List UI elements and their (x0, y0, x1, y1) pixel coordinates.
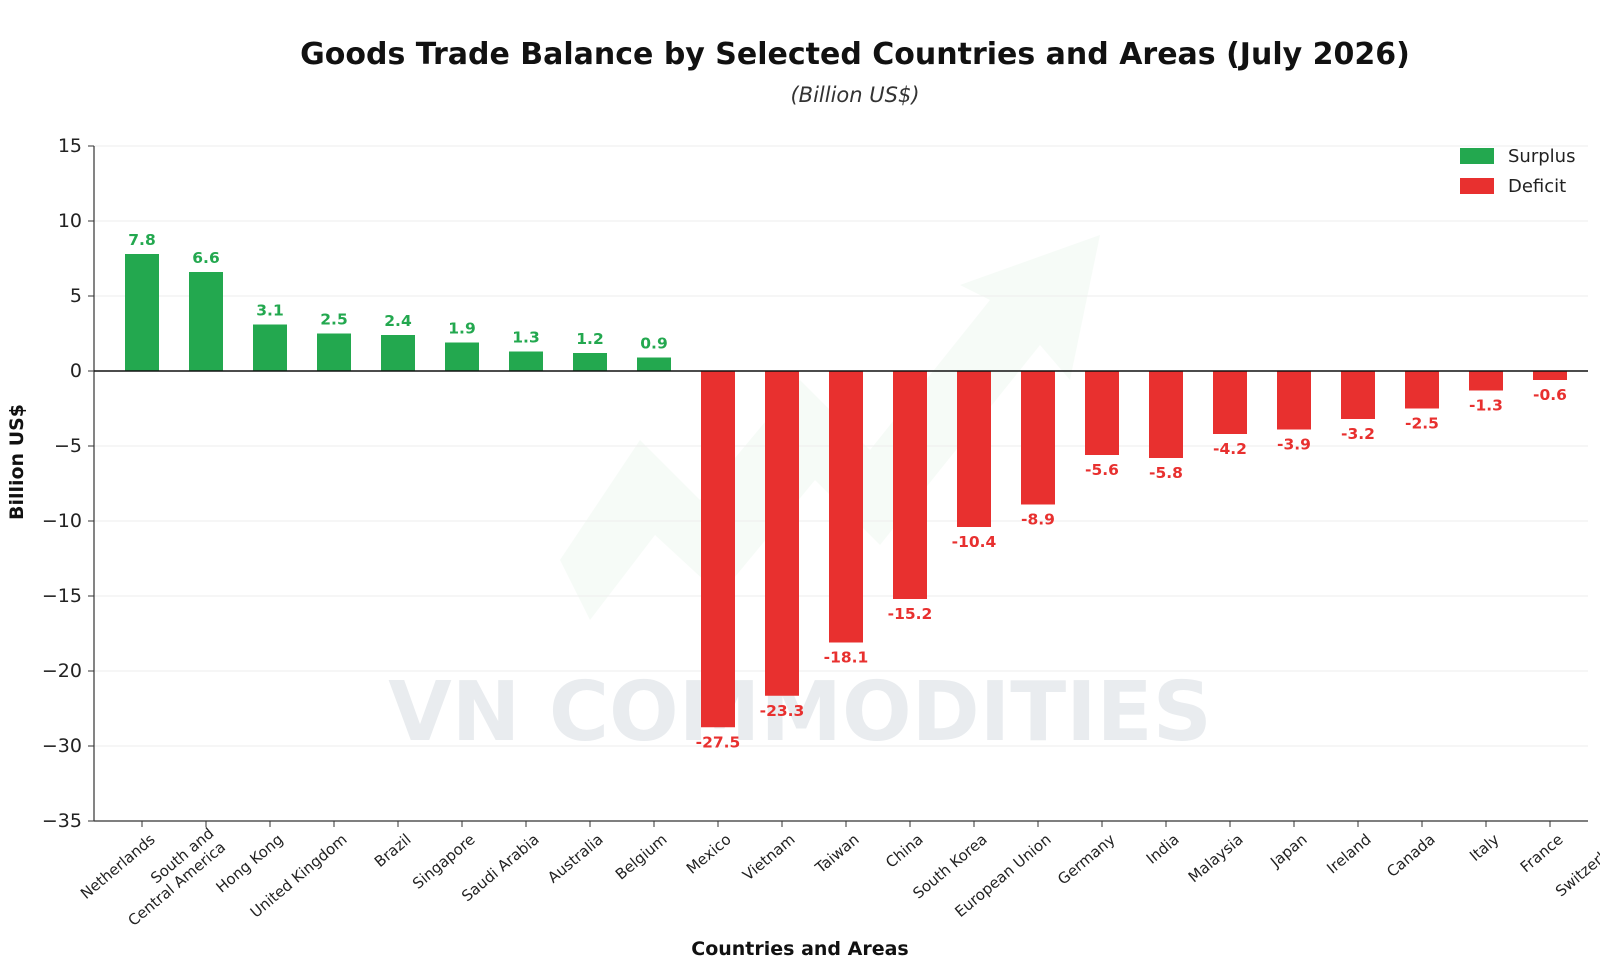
bar-south-korea (957, 371, 991, 527)
watermark-text: VN COMMODITIES (388, 665, 1212, 760)
y-tick-label: 15 (58, 135, 82, 157)
bar-south-and-central-america (189, 272, 223, 371)
legend-swatch (1460, 148, 1494, 164)
data-label: -5.8 (1149, 464, 1183, 482)
bar-taiwan (829, 371, 863, 643)
y-axis-ticks: 15 10 5 0 −5 −10 −15 −20 −30 −35 (42, 135, 94, 832)
bar-india (1149, 371, 1183, 458)
legend-label: Surplus (1508, 146, 1575, 167)
bar-vietnam (765, 371, 799, 696)
x-tick-label: China (882, 830, 926, 871)
bars (125, 254, 1567, 728)
y-tick-label: 0 (70, 360, 82, 382)
data-label: -2.5 (1405, 415, 1439, 433)
bar-netherlands (125, 254, 159, 371)
bar-brazil (381, 335, 415, 371)
data-label: 7.8 (128, 231, 155, 249)
data-label: 2.5 (320, 311, 347, 329)
axes (93, 146, 1588, 822)
bar-germany (1085, 371, 1119, 455)
data-label: 3.1 (256, 302, 283, 320)
bar-china (893, 371, 927, 599)
bar-ireland (1341, 371, 1375, 419)
data-label: -27.5 (696, 733, 741, 751)
data-label: -15.2 (888, 605, 933, 623)
bar-malaysia (1213, 371, 1247, 434)
x-axis-label: Countries and Areas (691, 938, 908, 960)
data-label: 2.4 (384, 312, 412, 330)
x-tick-label: Japan (1266, 830, 1310, 871)
y-tick-label: −15 (42, 585, 82, 607)
x-tick-label: Belgium (612, 830, 671, 883)
bar-mexico (701, 371, 735, 728)
y-tick-label: 10 (58, 210, 82, 232)
y-axis-label: Billion US$ (6, 404, 28, 520)
data-label: -1.3 (1469, 397, 1503, 415)
data-label: 6.6 (192, 249, 219, 267)
x-tick-label: France (1517, 830, 1567, 876)
y-tick-label: −35 (42, 810, 82, 832)
y-tick-label: −5 (54, 435, 82, 457)
data-label: 1.2 (576, 330, 603, 348)
bar-france (1533, 371, 1567, 380)
bar-singapore (445, 342, 479, 371)
data-label: 1.3 (512, 329, 539, 347)
data-label: -0.6 (1533, 386, 1567, 404)
x-tick-label: Netherlands (77, 830, 159, 903)
x-tick-label: Mexico (683, 830, 735, 877)
data-label: -18.1 (824, 649, 869, 667)
bar-hong-kong (253, 324, 287, 371)
y-tick-label: −20 (42, 660, 82, 682)
x-tick-label: South andCentral America (113, 824, 229, 930)
legend-label: Deficit (1508, 176, 1566, 197)
x-tick-label: Canada (1383, 830, 1438, 880)
bar-saudi-arabia (509, 351, 543, 371)
data-label: -8.9 (1021, 511, 1055, 529)
bar-european-union (1021, 371, 1055, 505)
x-tick-label: Malaysia (1185, 830, 1247, 886)
data-label: -3.9 (1277, 436, 1311, 454)
y-tick-label: −10 (42, 510, 82, 532)
x-tick-label: Germany (1054, 830, 1118, 888)
data-label: 1.9 (448, 320, 475, 338)
x-tick-label: Australia (544, 830, 606, 886)
chart-subtitle: (Billion US$) (790, 83, 919, 107)
chart-title: Goods Trade Balance by Selected Countrie… (300, 37, 1410, 72)
x-tick-label: Taiwan (811, 830, 862, 877)
bar-japan (1277, 371, 1311, 430)
data-label: 0.9 (640, 335, 667, 353)
x-tick-label: Italy (1466, 830, 1503, 865)
bar-belgium (637, 357, 671, 371)
y-tick-label: −30 (42, 735, 82, 757)
x-tick-label: Brazil (371, 830, 415, 871)
x-tick-label: Vietnam (739, 830, 798, 884)
bar-canada (1405, 371, 1439, 409)
y-tick-label: 5 (70, 285, 82, 307)
bar-united-kingdom (317, 333, 351, 371)
data-label: -5.6 (1085, 461, 1119, 479)
legend-swatch (1460, 178, 1494, 194)
data-label: -3.2 (1341, 425, 1375, 443)
data-label: -4.2 (1213, 440, 1247, 458)
bar-italy (1469, 371, 1503, 391)
data-label: -23.3 (760, 702, 805, 720)
x-tick-label: Ireland (1323, 830, 1374, 877)
legend: Surplus Deficit (1460, 146, 1575, 197)
data-labels: 7.8 6.6 3.1 2.5 2.4 1.9 1.3 1.2 0.9 -27.5 -23.3 -18… (128, 231, 1567, 751)
x-tick-label: India (1143, 830, 1183, 867)
data-label: -10.4 (952, 533, 997, 551)
bar-australia (573, 353, 607, 371)
